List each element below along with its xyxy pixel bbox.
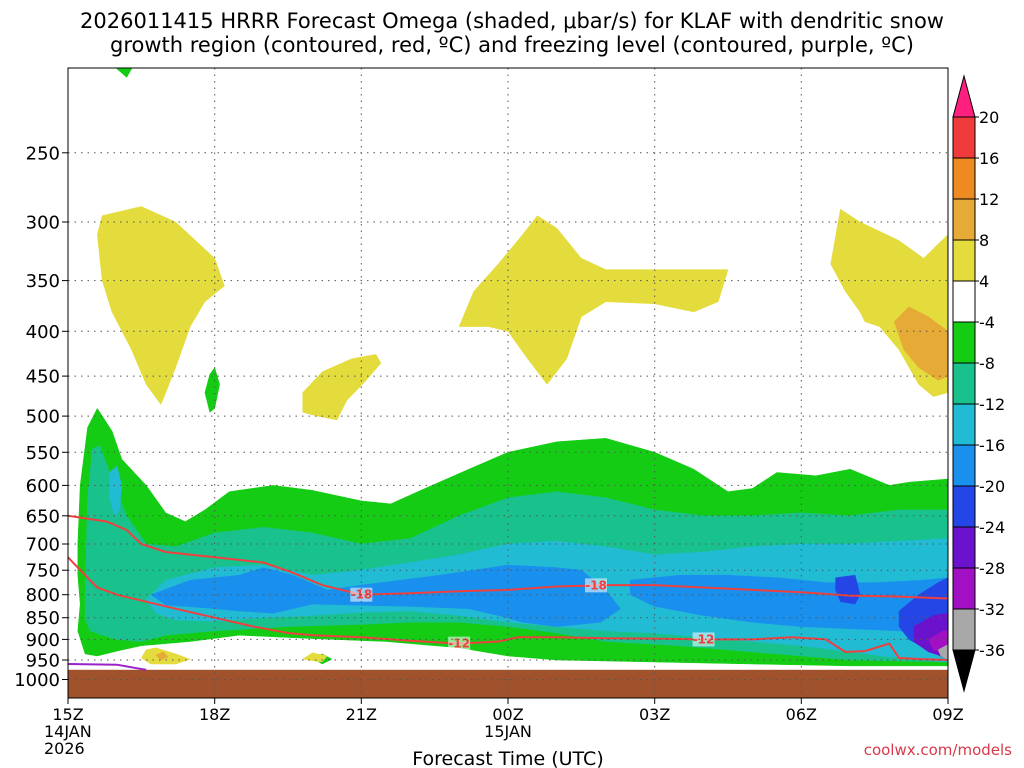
x-tick-label-3-0: 00Z (492, 705, 523, 724)
colorbar-label-5: -4 (979, 313, 995, 332)
contour-line-2 (68, 663, 147, 671)
omega-region-3-1 (629, 574, 948, 640)
contour-line-0 (68, 514, 948, 600)
contour-label-bg-1-0 (448, 636, 471, 651)
colorbar-label-3: 8 (979, 231, 989, 250)
contour-label-bg-1-1 (692, 632, 715, 647)
colorbar: 20 16 12 8 4 -4 -8 -12 -16 -20 -24 -28 -32 -36 (952, 74, 1005, 693)
y-tick-label-950: 950 (26, 650, 60, 671)
omega-region-8-1 (302, 354, 382, 421)
x-tick-label-6-0: 09Z (932, 705, 963, 724)
colorbar-label-2: 12 (979, 190, 999, 209)
omega-region-8-0 (97, 206, 225, 406)
colorbar-label-7: -12 (979, 395, 1005, 414)
colorbar-label-8: -16 (979, 436, 1005, 455)
colorbar-label-11: -28 (979, 559, 1005, 578)
chart-title-line-1: 2026011415 HRRR Forecast Omega (shaded, … (80, 9, 944, 33)
omega-region-7-0 (937, 644, 948, 661)
colorbar-band-3 (952, 239, 976, 282)
x-tick-label-1-0: 18Z (199, 705, 230, 724)
colorbar-label-10: -24 (979, 518, 1005, 537)
contour-label-bg-0-1 (585, 578, 607, 593)
colorbar-top-arrow (952, 74, 976, 118)
y-tick-label-800: 800 (26, 585, 60, 606)
colorbar-band-11 (952, 567, 976, 610)
colorbar-band-0 (952, 116, 976, 159)
colorbar-label-12: -32 (979, 600, 1005, 619)
y-tick-label-650: 650 (26, 506, 60, 527)
colorbar-band-12 (952, 608, 976, 651)
colorbar-band-8 (952, 444, 976, 487)
colorbar-label-6: -8 (979, 354, 995, 373)
y-tick-label-600: 600 (26, 476, 60, 497)
x-tick-label-5-0: 06Z (786, 705, 817, 724)
y-tick-label-1000: 1000 (14, 670, 60, 691)
omega-region-8-2 (458, 215, 729, 385)
y-tick-label-550: 550 (26, 443, 60, 464)
colorbar-band-1 (952, 157, 976, 200)
colorbar-band-9 (952, 485, 976, 528)
contour-label-1-0: -12 (448, 637, 470, 651)
x-tick-label-4-0: 03Z (639, 705, 670, 724)
y-tick-label-500: 500 (26, 407, 60, 428)
y-tick-label-900: 900 (26, 630, 60, 651)
colorbar-band-7 (952, 403, 976, 446)
omega-region-0-0 (115, 68, 133, 78)
contour-line-1 (68, 556, 948, 661)
y-tick-label-750: 750 (26, 561, 60, 582)
colorbar-band-5 (952, 321, 976, 364)
y-tick-label-450: 450 (26, 367, 60, 388)
omega-region-9-0 (893, 306, 948, 381)
colorbar-bottom-arrow (952, 649, 976, 693)
colorbar-band-6 (952, 362, 976, 405)
colorbar-label-9: -20 (979, 477, 1005, 496)
contour-label-0-1: -18 (585, 578, 607, 592)
grid (68, 68, 948, 698)
colorbar-label-13: -36 (979, 641, 1005, 660)
y-tick-label-350: 350 (26, 271, 60, 292)
colorbar-band-2 (952, 198, 976, 241)
colorbar-label-1: 16 (979, 149, 999, 168)
colorbar-band-10 (952, 526, 976, 569)
omega-region-4-0 (835, 574, 861, 605)
colorbar-band-4 (952, 280, 976, 323)
colorbar-label-0: 20 (979, 108, 999, 127)
x-tick-label-0-1: 14JAN (44, 722, 92, 741)
y-tick-label-250: 250 (26, 143, 60, 164)
x-tick-label-3-1: 15JAN (484, 722, 532, 741)
ground-surface (68, 669, 948, 698)
omega-region-2-0 (109, 465, 123, 517)
y-tick-label-850: 850 (26, 608, 60, 629)
y-tick-label-700: 700 (26, 534, 60, 555)
site-credit: coolwx.com/models (863, 741, 1012, 759)
y-tick-label-300: 300 (26, 213, 60, 234)
omega-region-9-1 (155, 651, 169, 661)
chart-title-line-2: growth region (contoured, red, ºC) and f… (110, 33, 914, 57)
pressure-axis: 2503003504004505005506006507007508008509… (14, 143, 68, 691)
x-axis-label: Forecast Time (UTC) (412, 748, 603, 768)
contour-label-1-1: -12 (693, 632, 715, 646)
x-tick-label-0-2: 2026 (44, 739, 85, 758)
y-tick-label-400: 400 (26, 322, 60, 343)
colorbar-label-4: 4 (979, 272, 989, 291)
omega-shading (68, 68, 948, 698)
omega-region-0-1 (204, 367, 220, 413)
omega-region-8-5 (302, 652, 328, 663)
x-tick-label-0-0: 15Z (52, 705, 83, 724)
x-tick-label-2-0: 21Z (346, 705, 377, 724)
